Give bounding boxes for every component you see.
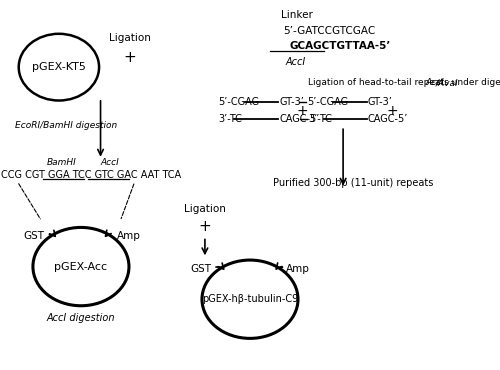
- Text: GT-3’: GT-3’: [280, 97, 304, 107]
- Text: Amp: Amp: [116, 232, 140, 242]
- Text: AccI: AccI: [426, 78, 444, 87]
- Text: AccI: AccI: [100, 158, 118, 167]
- Text: /AvaI: /AvaI: [435, 78, 458, 87]
- Text: Ligation: Ligation: [184, 204, 226, 213]
- Text: pGEX-KT5: pGEX-KT5: [32, 62, 86, 72]
- Text: BamHI: BamHI: [46, 158, 76, 167]
- Text: GST: GST: [190, 264, 212, 274]
- Text: 5’-CGAG: 5’-CGAG: [307, 97, 348, 107]
- Text: +: +: [386, 104, 398, 118]
- Text: pGEX-Acc: pGEX-Acc: [54, 262, 108, 272]
- Text: +: +: [296, 104, 308, 118]
- Text: GST: GST: [23, 232, 44, 242]
- Text: AccI digestion: AccI digestion: [46, 313, 115, 323]
- Text: GT-3’: GT-3’: [368, 97, 392, 107]
- Text: Ligation: Ligation: [109, 33, 151, 43]
- Text: Purified 300-bp (11-unit) repeats: Purified 300-bp (11-unit) repeats: [272, 178, 433, 188]
- Text: 5’-CGAG: 5’-CGAG: [218, 97, 260, 107]
- Text: 3’-TC: 3’-TC: [218, 114, 242, 124]
- Text: pGEX-hβ-tubulin-C9: pGEX-hβ-tubulin-C9: [202, 294, 298, 304]
- Text: EcoRI/BamHI digestion: EcoRI/BamHI digestion: [15, 121, 117, 130]
- Text: +: +: [124, 50, 136, 65]
- Text: AccI: AccI: [286, 57, 306, 67]
- Text: 5’-GATCCGTCGAC: 5’-GATCCGTCGAC: [284, 26, 376, 36]
- Text: Linker: Linker: [280, 10, 312, 20]
- Text: CCG CGT GGA TCC GTC GAC AAT TCA: CCG CGT GGA TCC GTC GAC AAT TCA: [0, 170, 181, 180]
- Text: CAGC-5’: CAGC-5’: [368, 114, 408, 124]
- Text: Amp: Amp: [286, 264, 310, 274]
- Text: Ligation of head-to-tail repeats under digestion of: Ligation of head-to-tail repeats under d…: [308, 78, 500, 87]
- Text: +: +: [198, 219, 211, 234]
- Text: GCAGCTGTTAA-5’: GCAGCTGTTAA-5’: [289, 41, 390, 51]
- Text: 3’-TC: 3’-TC: [308, 114, 332, 124]
- Text: CAGC-5’: CAGC-5’: [280, 114, 320, 124]
